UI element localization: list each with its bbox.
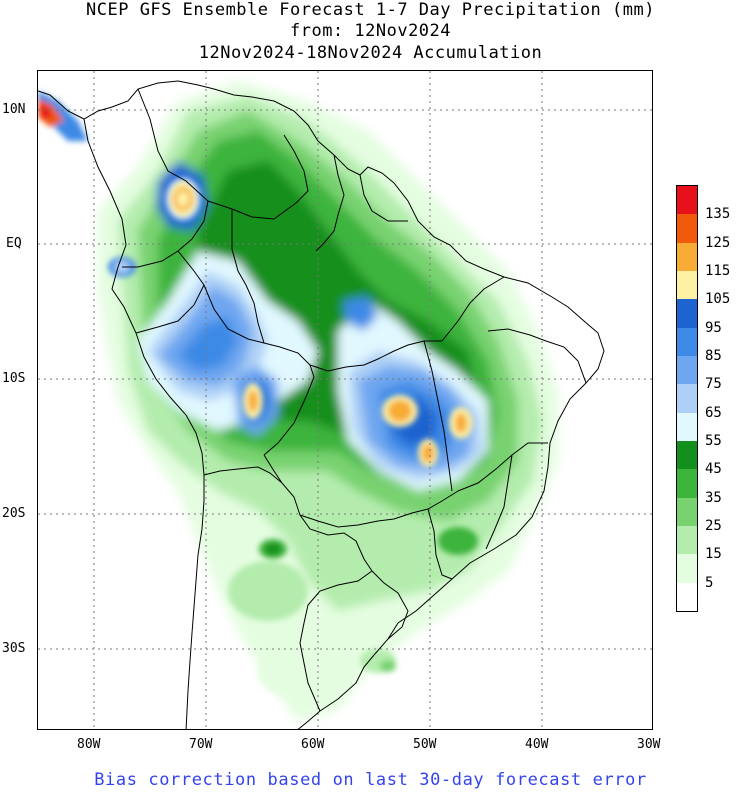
legend-label: 125 — [705, 234, 731, 251]
legend-swatch — [677, 525, 697, 555]
legend-swatch — [677, 412, 697, 441]
legend-swatch — [677, 355, 697, 385]
grid-lines — [38, 71, 652, 729]
lon-label-60w: 60W — [301, 737, 325, 752]
legend-swatch — [677, 440, 697, 470]
legend-label: 85 — [705, 348, 722, 364]
legend-swatch — [677, 384, 697, 413]
legend-label: 95 — [705, 319, 722, 336]
lat-label-10n: 10N — [2, 102, 26, 117]
chart-title: NCEP GFS Ensemble Forecast 1-7 Day Preci… — [86, 0, 655, 20]
lat-label-30s: 30S — [2, 641, 26, 656]
accumulation-period: 12Nov2024-18Nov2024 Accumulation — [198, 43, 543, 63]
legend-label: 105 — [705, 291, 731, 308]
legend-label: 45 — [705, 461, 722, 478]
precipitation-map — [37, 70, 653, 730]
lon-label-40w: 40W — [525, 737, 549, 752]
lat-label-eq: EQ — [6, 236, 22, 251]
forecast-start-date: from: 12Nov2024 — [289, 21, 452, 41]
lon-label-50w: 50W — [413, 737, 437, 752]
legend-swatch — [677, 270, 697, 300]
legend-swatch — [677, 214, 697, 243]
legend-label: 15 — [705, 546, 722, 563]
legend-swatch — [677, 582, 697, 611]
precipitation-peaks — [38, 91, 478, 696]
legend-swatch — [677, 186, 697, 215]
legend-label: 5 — [705, 574, 714, 591]
lat-label-20s: 20S — [2, 506, 26, 521]
precipitation-shading — [98, 81, 558, 721]
legend-swatch — [677, 299, 697, 328]
coastline-and-borders — [38, 80, 605, 729]
lon-label-30w: 30W — [637, 737, 661, 752]
legend-swatch — [677, 327, 697, 356]
legend-swatch — [677, 242, 697, 271]
legend-label: 25 — [705, 518, 722, 534]
legend-label: 65 — [705, 404, 722, 421]
lat-label-10s: 10S — [2, 371, 26, 386]
bias-correction-note: Bias correction based on last 30-day for… — [94, 770, 647, 790]
legend-label: 115 — [705, 263, 731, 279]
legend-label: 135 — [705, 206, 731, 223]
legend-swatch — [677, 469, 697, 498]
lon-label-70w: 70W — [189, 737, 213, 752]
legend-label: 75 — [705, 376, 722, 393]
color-legend — [676, 185, 698, 612]
legend-label: 35 — [705, 489, 722, 506]
legend-label: 55 — [705, 433, 722, 449]
lon-label-80w: 80W — [77, 737, 101, 752]
legend-swatch — [677, 554, 697, 583]
legend-swatch — [677, 497, 697, 526]
